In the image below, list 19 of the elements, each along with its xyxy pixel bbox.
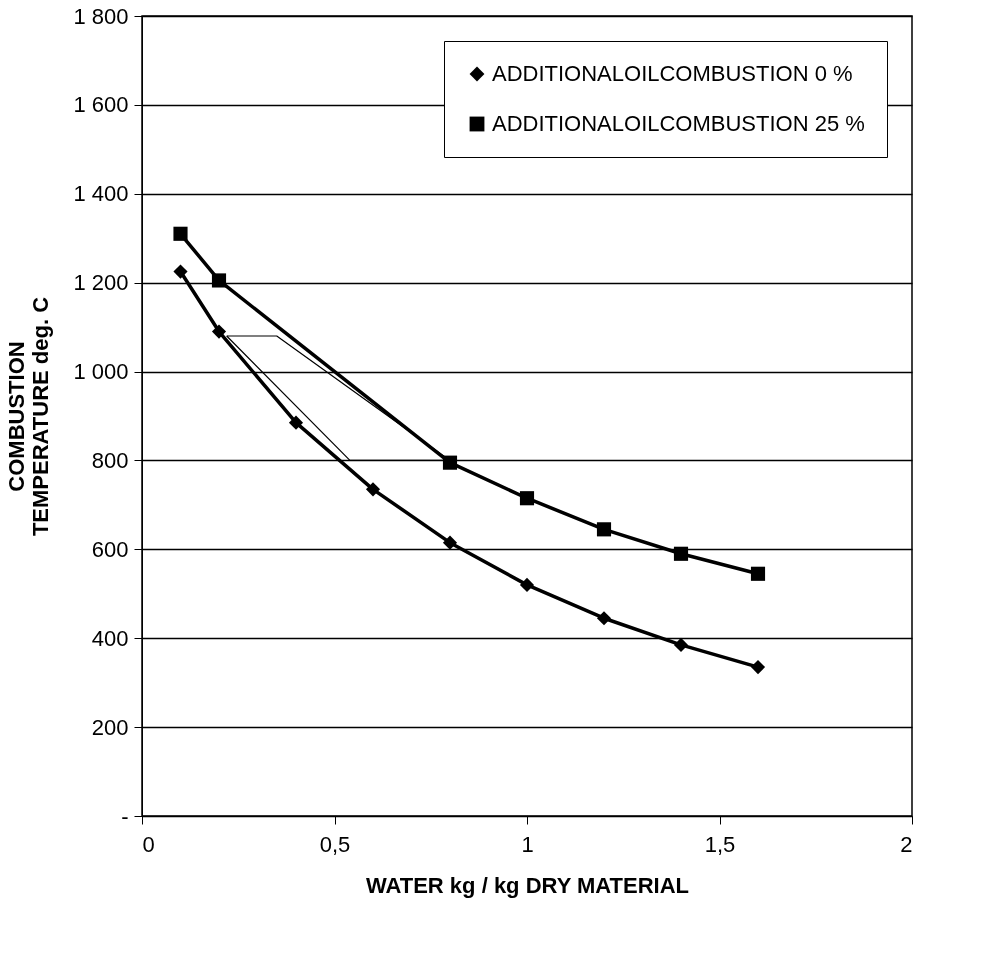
y-tick-label: 1 600: [73, 92, 129, 118]
x-tick-label: 1: [521, 831, 534, 857]
y-tick-label: 800: [91, 447, 129, 473]
x-tick-label: 0,5: [319, 831, 351, 857]
y-tick-label: 1 800: [73, 3, 129, 29]
y-tick-label: -: [121, 803, 129, 829]
x-axis-title: WATER kg / kg DRY MATERIAL: [365, 872, 690, 898]
x-tick-label: 0: [142, 831, 155, 857]
y-tick-label: 400: [91, 625, 129, 651]
y-tick-label: 600: [91, 536, 129, 562]
legend-label: ADDITIONALOILCOMBUSTION 0 %: [492, 61, 853, 86]
y-tick-label: 1 400: [73, 181, 129, 207]
x-tick-label: 1,5: [704, 831, 736, 857]
y-tick-label: 1 200: [73, 270, 129, 296]
x-tick-label: 2: [900, 831, 913, 857]
y-tick-label: 1 000: [73, 359, 129, 385]
legend-label: ADDITIONALOILCOMBUSTION 25 %: [492, 111, 865, 136]
y-axis-title: COMBUSTION TEMPERATURE deg. C: [4, 296, 54, 537]
y-tick-label: 200: [91, 714, 129, 740]
